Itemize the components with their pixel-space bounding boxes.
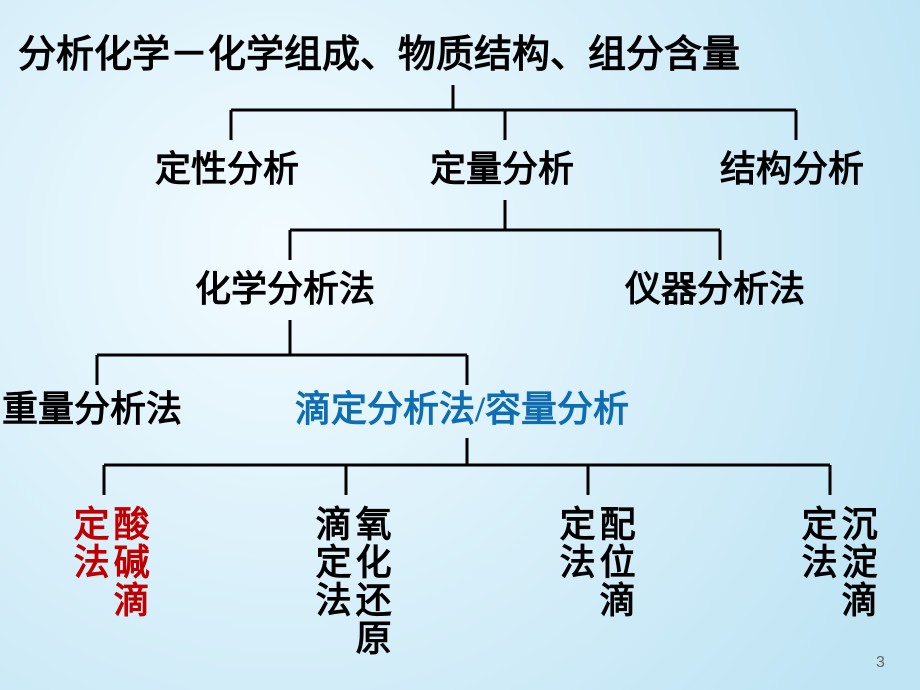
slide-root: 分析化学－化学组成、物质结构、组分含量 定性分析 定量分析 结构分析 化学分析法… [0,0,920,690]
leaf-acid-base-b: 定法 [68,505,108,581]
node-quantitative: 定量分析 [430,150,574,190]
leaf-acid-base-a: 酸碱滴 [108,505,148,619]
leaf-precipitation-a: 沉淀滴 [836,505,876,619]
page-number: 3 [876,654,885,672]
node-qualitative: 定性分析 [155,150,299,190]
leaf-redox-a: 氧化还原 [350,505,390,657]
node-chemical-analysis: 化学分析法 [195,270,375,310]
leaf-complexometric-b: 定法 [554,505,594,581]
node-structural: 结构分析 [720,150,864,190]
leaf-precipitation-b: 定法 [796,505,836,581]
node-instrumental-analysis: 仪器分析法 [625,270,805,310]
title-text: 分析化学－化学组成、物质结构、组分含量 [18,35,740,77]
leaf-complexometric-a: 配位滴 [594,505,634,619]
node-gravimetric: 重量分析法 [2,390,182,430]
leaf-redox-b: 滴定法 [310,505,350,619]
node-titrimetric: 滴定分析法/容量分析 [295,390,629,430]
